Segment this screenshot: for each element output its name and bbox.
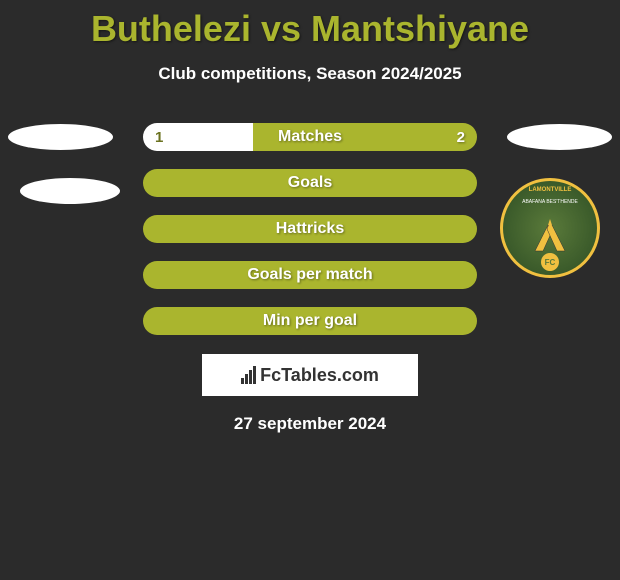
stat-matches-left-value: 1 xyxy=(155,129,163,146)
chart-icon xyxy=(241,366,256,384)
stat-bar-matches: 1 Matches 2 xyxy=(143,123,477,151)
stat-row-goals-per-match: Goals per match xyxy=(0,260,620,290)
comparison-title: Buthelezi vs Mantshiyane xyxy=(0,0,620,50)
stat-row-min-per-goal: Min per goal xyxy=(0,306,620,336)
stat-row-hattricks: Hattricks xyxy=(0,214,620,244)
stat-bar-hattricks: Hattricks xyxy=(143,215,477,243)
stat-row-goals: Goals xyxy=(0,168,620,198)
stats-container: 1 Matches 2 Goals Hattricks Goals per ma… xyxy=(0,122,620,336)
stat-matches-right-value: 2 xyxy=(457,129,465,146)
stat-bar-min-per-goal: Min per goal xyxy=(143,307,477,335)
brand-text: FcTables.com xyxy=(260,365,379,386)
stat-bar-goals: Goals xyxy=(143,169,477,197)
stat-hattricks-label: Hattricks xyxy=(276,220,344,238)
stat-row-matches: 1 Matches 2 xyxy=(0,122,620,152)
comparison-subtitle: Club competitions, Season 2024/2025 xyxy=(0,64,620,84)
stat-goals-label: Goals xyxy=(288,174,332,192)
stat-goals-per-match-label: Goals per match xyxy=(247,266,372,284)
stat-min-per-goal-label: Min per goal xyxy=(263,312,357,330)
stat-bar-goals-per-match: Goals per match xyxy=(143,261,477,289)
date-label: 27 september 2024 xyxy=(0,414,620,434)
brand-box[interactable]: FcTables.com xyxy=(202,354,418,396)
stat-matches-label: Matches xyxy=(278,128,342,146)
